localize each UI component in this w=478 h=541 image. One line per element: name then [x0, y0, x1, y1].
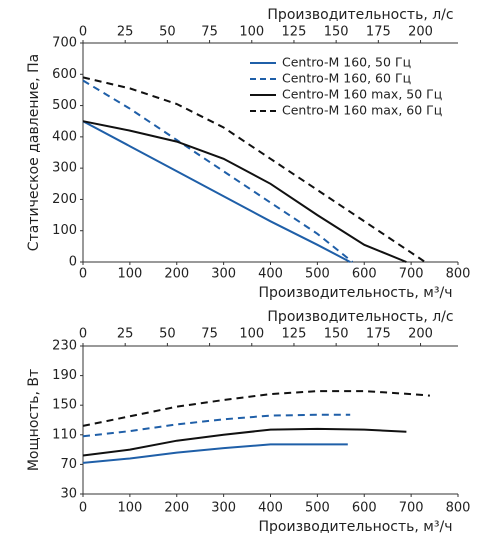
x2-axis-label: Производительность, л/с [267, 7, 453, 23]
y-tick-label: 110 [52, 427, 77, 442]
x-tick-label: 600 [352, 267, 377, 282]
y-tick-label: 190 [52, 368, 77, 383]
y-tick-label: 70 [60, 457, 77, 472]
x-tick-label: 400 [258, 267, 283, 282]
x-tick-label: 700 [399, 267, 424, 282]
series-line [82, 120, 351, 263]
y-tick-label: 400 [52, 129, 77, 144]
legend-label: Centro-M 160, 60 Гц [282, 71, 411, 86]
x2-tick-label: 25 [117, 25, 134, 40]
x2-tick-label: 150 [324, 327, 349, 342]
x-tick-label: 700 [399, 501, 424, 516]
x-tick-label: 500 [305, 267, 330, 282]
x-tick-label: 300 [211, 267, 236, 282]
x2-tick-label: 100 [239, 327, 264, 342]
x-tick-label: 800 [446, 501, 471, 516]
x-tick-label: 600 [352, 501, 377, 516]
x2-tick-label: 0 [79, 25, 87, 40]
x-tick-label: 0 [79, 267, 87, 282]
x2-tick-label: 0 [79, 327, 87, 342]
y-axis-label: Мощность, Вт [26, 369, 42, 471]
y-tick-label: 600 [52, 67, 77, 82]
y-tick-label: 0 [69, 255, 77, 270]
x-tick-label: 0 [79, 501, 87, 516]
x2-tick-label: 25 [117, 327, 134, 342]
y-tick-label: 30 [60, 487, 77, 502]
x2-tick-label: 175 [366, 327, 391, 342]
x-tick-label: 100 [117, 267, 142, 282]
x-tick-label: 800 [446, 267, 471, 282]
x-tick-label: 400 [258, 501, 283, 516]
x2-tick-label: 150 [324, 25, 349, 40]
y-tick-label: 700 [52, 36, 77, 51]
x2-tick-label: 50 [159, 25, 176, 40]
x2-axis-label: Производительность, л/с [267, 309, 453, 325]
y-axis-label: Статическое давление, Па [26, 54, 42, 251]
x-tick-label: 100 [117, 501, 142, 516]
y-tick-label: 230 [52, 339, 77, 354]
x2-tick-label: 175 [366, 25, 391, 40]
y-tick-label: 200 [52, 192, 77, 207]
y-tick-label: 300 [52, 161, 77, 176]
legend-label: Centro-M 160, 50 Гц [282, 55, 411, 70]
series-line [82, 79, 354, 263]
series-line [82, 427, 407, 457]
x2-tick-label: 75 [201, 327, 218, 342]
x-tick-label: 300 [211, 501, 236, 516]
series-line [82, 76, 426, 263]
series-line [82, 390, 430, 427]
series-line [82, 443, 348, 464]
series-line [82, 120, 407, 263]
x-tick-label: 200 [164, 501, 189, 516]
legend-label: Centro-M 160 max, 60 Гц [282, 103, 442, 118]
x2-tick-label: 100 [239, 25, 264, 40]
x2-tick-label: 75 [201, 25, 218, 40]
x2-tick-label: 200 [408, 25, 433, 40]
y-tick-label: 100 [52, 223, 77, 238]
x2-tick-label: 200 [408, 327, 433, 342]
x2-tick-label: 125 [282, 25, 307, 40]
x-axis-label: Производительность, м³/ч [259, 285, 453, 301]
x2-tick-label: 50 [159, 327, 176, 342]
y-tick-label: 150 [52, 398, 77, 413]
x2-tick-label: 125 [282, 327, 307, 342]
x-tick-label: 200 [164, 267, 189, 282]
x-tick-label: 500 [305, 501, 330, 516]
x-axis-label: Производительность, м³/ч [259, 519, 453, 535]
y-tick-label: 500 [52, 98, 77, 113]
legend-label: Centro-M 160 max, 50 Гц [282, 87, 442, 102]
